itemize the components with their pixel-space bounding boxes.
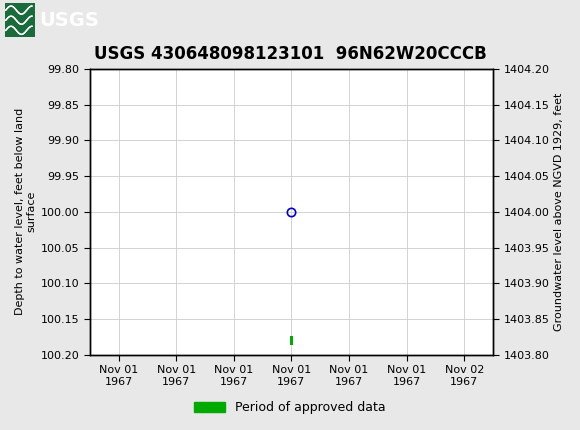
Y-axis label: Groundwater level above NGVD 1929, feet: Groundwater level above NGVD 1929, feet xyxy=(553,92,564,331)
Legend: Period of approved data: Period of approved data xyxy=(189,396,391,419)
Bar xyxy=(5,3,35,37)
Y-axis label: Depth to water level, feet below land
surface: Depth to water level, feet below land su… xyxy=(15,108,37,315)
Text: USGS 430648098123101  96N62W20CCCB: USGS 430648098123101 96N62W20CCCB xyxy=(93,45,487,63)
Text: USGS: USGS xyxy=(39,11,99,30)
Bar xyxy=(290,336,293,345)
